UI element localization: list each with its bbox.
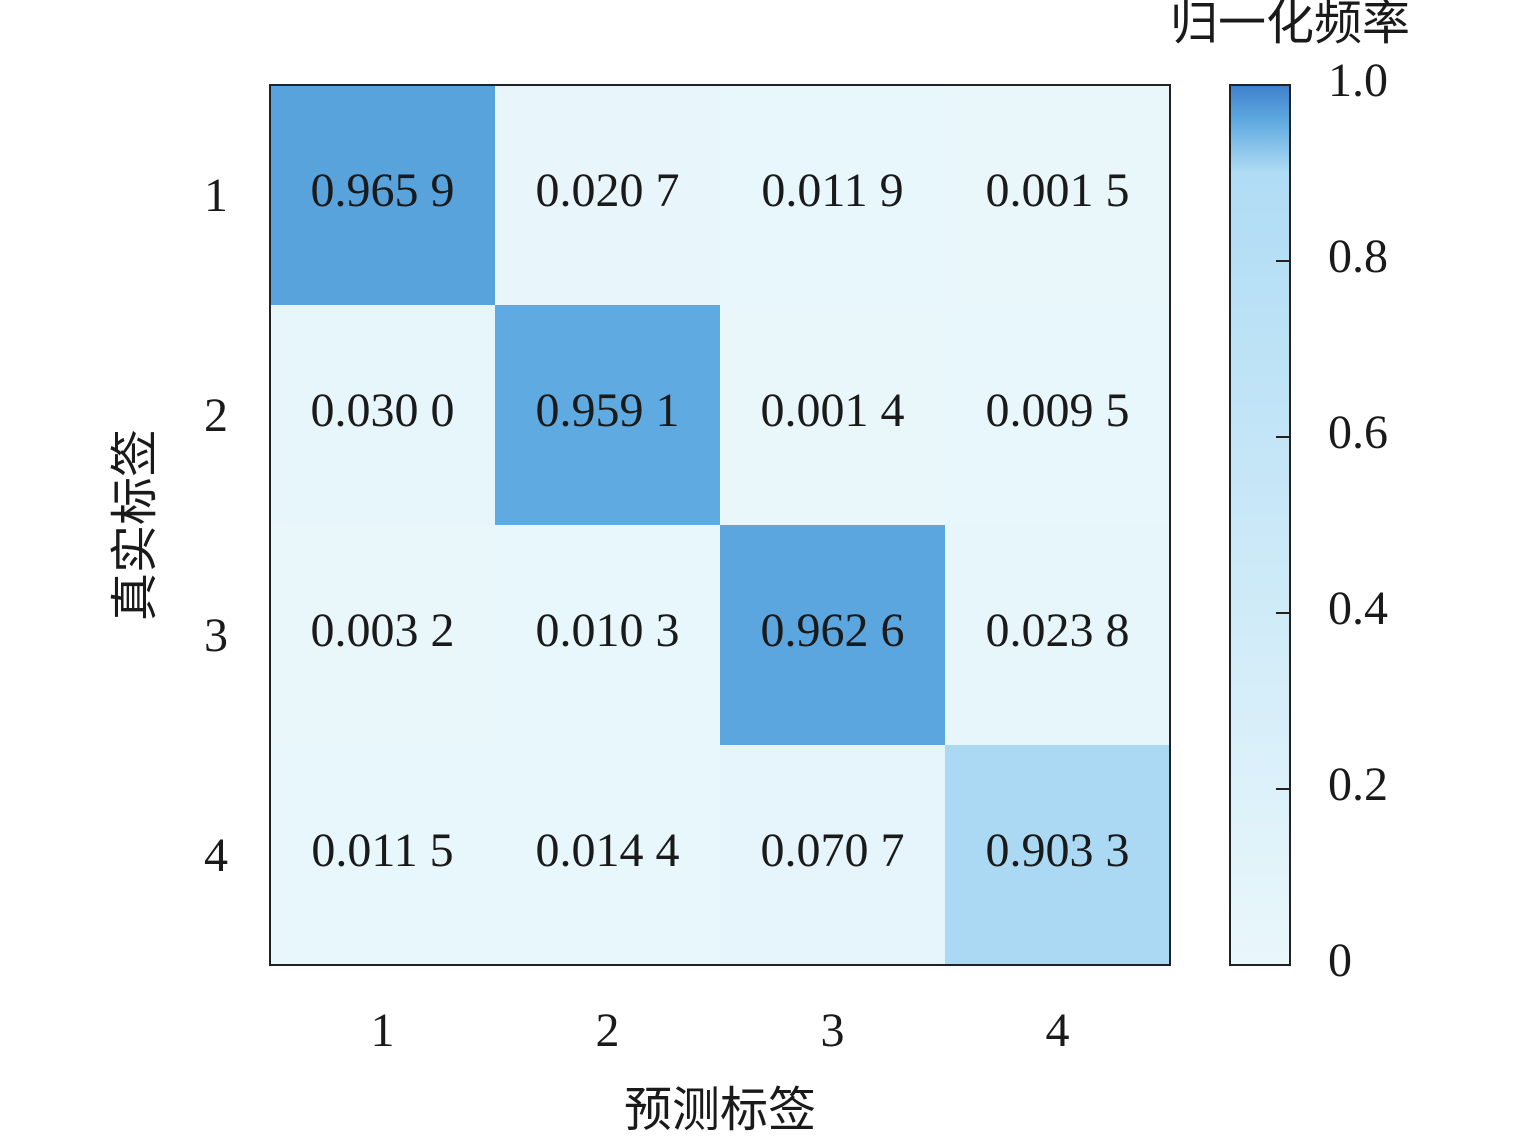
x-tick-label: 1 xyxy=(371,1004,395,1057)
heatmap-cell xyxy=(495,525,721,746)
cell-label: 0.030 0 xyxy=(311,384,455,437)
colorbar-tick-label: 0.2 xyxy=(1328,758,1388,811)
heatmap-cell xyxy=(270,525,496,746)
heatmap-cell xyxy=(945,525,1171,746)
y-tick-label: 2 xyxy=(204,389,228,442)
heatmap-cell xyxy=(720,525,946,746)
cell-label: 0.020 7 xyxy=(536,164,680,217)
cell-label: 0.965 9 xyxy=(311,164,455,217)
colorbar xyxy=(1229,84,1291,966)
x-axis-label: 预测标签 xyxy=(624,1084,816,1137)
y-tick-label: 4 xyxy=(204,829,228,882)
heatmap-cell xyxy=(945,745,1171,966)
y-axis-label: 真实标签 xyxy=(109,429,162,621)
colorbar-tick-label: 0 xyxy=(1328,934,1352,987)
heatmap-cell xyxy=(495,305,721,526)
colorbar-tick-label: 1.0 xyxy=(1328,54,1388,107)
cell-label: 0.014 4 xyxy=(536,824,680,877)
cell-label: 0.070 7 xyxy=(761,824,905,877)
cell-label: 0.011 9 xyxy=(761,164,903,217)
cell-label: 0.023 8 xyxy=(986,604,1130,657)
plot-frame xyxy=(269,84,1171,966)
cell-label: 0.009 5 xyxy=(986,384,1130,437)
heatmap-cell xyxy=(270,745,496,966)
x-tick-label: 3 xyxy=(821,1004,845,1057)
colorbar-tick-label: 0.6 xyxy=(1328,406,1388,459)
heatmap-cell xyxy=(720,305,946,526)
heatmap-cell xyxy=(720,85,946,306)
y-tick-label: 3 xyxy=(204,609,228,662)
cell-label: 0.001 5 xyxy=(986,164,1130,217)
heatmap-cell xyxy=(945,305,1171,526)
heatmap-cell xyxy=(495,745,721,966)
cell-label: 0.959 1 xyxy=(536,384,680,437)
cell-label: 0.903 3 xyxy=(986,824,1130,877)
colorbar-tick-label: 0.4 xyxy=(1328,582,1388,635)
x-tick-label: 2 xyxy=(596,1004,620,1057)
colorbar-title: 归一化频率 xyxy=(1170,0,1410,50)
heatmap-cell xyxy=(720,745,946,966)
heatmap-cell xyxy=(270,305,496,526)
cell-label: 0.010 3 xyxy=(536,604,680,657)
cell-label: 0.001 4 xyxy=(761,384,905,437)
heatmap-cell xyxy=(495,85,721,306)
cell-label: 0.003 2 xyxy=(311,604,455,657)
cell-label: 0.011 5 xyxy=(311,824,453,877)
heatmap-cell xyxy=(270,85,496,306)
x-tick-label: 4 xyxy=(1046,1004,1070,1057)
colorbar-tick-label: 0.8 xyxy=(1328,230,1388,283)
y-tick-label: 1 xyxy=(204,169,228,222)
cell-label: 0.962 6 xyxy=(761,604,905,657)
heatmap-cell xyxy=(945,85,1171,306)
